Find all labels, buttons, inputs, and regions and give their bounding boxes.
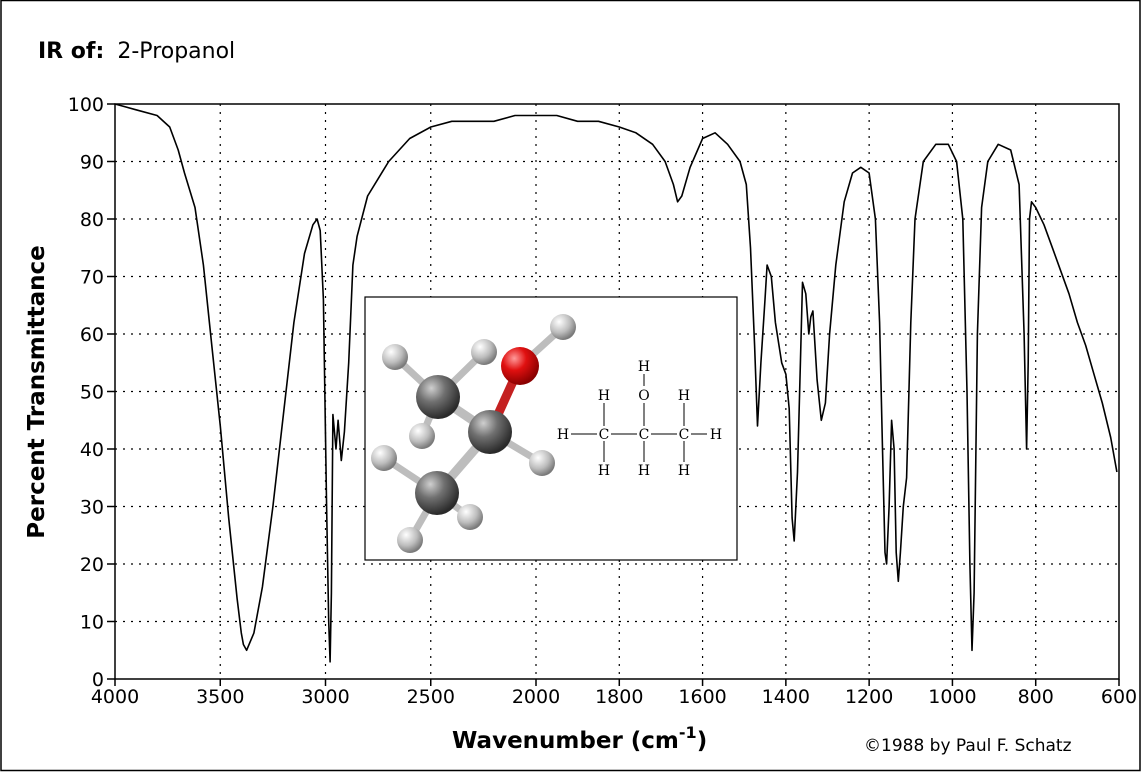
x-axis-ticks: 4000 3500 3000 2500 2000 1800 1600 1400 1200 1000… [91,679,1137,708]
formula-atom-h: H [638,463,650,479]
formula-atom-h: H [638,359,650,375]
x-axis-label-text: Wavenumber (cm [452,728,679,754]
x-tick-label: 1400 [762,686,810,708]
y-tick-label: 30 [80,497,104,519]
x-tick-label: 3000 [301,686,349,708]
ball-and-stick-model [371,314,576,553]
y-tick-label: 40 [80,439,104,461]
x-tick-label: 3500 [196,686,244,708]
formula-atom-c: C [679,427,690,443]
formula-atom-c: C [599,427,610,443]
hydrogen-atom [529,450,555,476]
formula-atom-h: H [557,427,569,443]
x-tick-label: 1200 [845,686,893,708]
y-tick-label: 20 [80,554,104,576]
structural-formula: H O H H H C C C H H H H [557,359,722,479]
x-tick-label: 1600 [678,686,726,708]
y-tick-label: 80 [80,209,104,231]
y-tick-label: 70 [80,267,104,289]
oxygen-atom [501,347,539,385]
x-axis-label-close: ) [697,728,708,754]
y-tick-label: 100 [68,94,104,116]
carbon-atom [468,410,512,454]
formula-atom-h: H [598,463,610,479]
y-tick-label: 0 [92,669,104,691]
hydrogen-atom [382,344,408,370]
formula-atom-h: H [598,388,610,404]
formula-atom-o: O [638,388,649,404]
carbon-atom [415,471,459,515]
x-axis-label-superscript: -1 [679,723,697,742]
x-tick-label: 1000 [928,686,976,708]
hydrogen-atom [397,527,423,553]
y-tick-label: 60 [80,324,104,346]
y-tick-label: 10 [80,612,104,634]
copyright-credit: ©1988 by Paul F. Schatz [864,736,1072,756]
y-tick-label: 90 [80,152,104,174]
hydrogen-atom [550,314,576,340]
formula-atom-h: H [678,463,690,479]
x-tick-label: 4000 [91,686,139,708]
x-axis-label: Wavenumber (cm-1) [452,723,707,754]
hydrogen-atom [409,423,435,449]
y-axis-ticks: 0 10 20 30 40 50 60 70 80 90 100 [68,94,115,691]
x-tick-label: 1800 [595,686,643,708]
hydrogen-atom [371,445,397,471]
formula-atom-c: C [639,427,650,443]
x-tick-label: 600 [1101,686,1137,708]
chart-title: IR of: 2-Propanol [38,39,235,64]
carbon-atom [416,375,460,419]
hydrogen-atom [457,504,483,530]
x-tick-label: 2000 [512,686,560,708]
formula-atom-h: H [678,388,690,404]
x-tick-label: 800 [1018,686,1054,708]
formula-atom-h: H [710,427,722,443]
x-tick-label: 2500 [407,686,455,708]
molecule-inset: H O H H H C C C H H H H [364,296,738,561]
spectrum-line [114,103,1118,663]
y-axis-label: Percent Transmittance [24,245,50,538]
hydrogen-atom [471,339,497,365]
y-tick-label: 50 [80,382,104,404]
compound-name: 2-Propanol [117,39,235,64]
title-prefix: IR of: [38,39,104,64]
